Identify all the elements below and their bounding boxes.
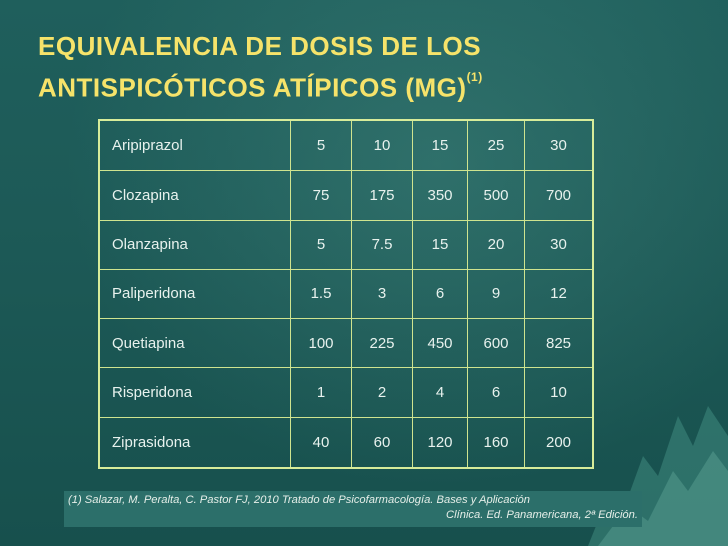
- dose-cell: 450: [412, 318, 468, 369]
- dose-cell: 15: [412, 120, 468, 172]
- dose-cell: 825: [524, 318, 593, 369]
- dose-cell: 60: [351, 417, 413, 468]
- dose-cell: 25: [467, 120, 525, 172]
- dose-cell: 225: [351, 318, 413, 369]
- dose-cell: 175: [351, 170, 413, 221]
- dose-cell: 200: [545, 433, 572, 451]
- dose-cell: 5: [290, 220, 352, 270]
- dose-cell: 10: [524, 367, 593, 418]
- dose-cell: 5: [290, 120, 352, 172]
- drug-name-cell: Olanzapina: [99, 220, 291, 270]
- dose-cell: 120: [412, 417, 468, 468]
- dose-cell: 3: [351, 269, 413, 320]
- table-row: Paliperidona 1.5 3 6 9 12: [99, 269, 593, 320]
- drug-name-cell: Clozapina: [99, 170, 291, 221]
- dose-cell: 600: [467, 318, 525, 369]
- drug-name-cell: Paliperidona: [99, 269, 291, 320]
- dose-cell: 700: [524, 170, 593, 221]
- dose-cell: 40: [290, 417, 352, 468]
- dose-cell: 100: [290, 318, 352, 369]
- table-row: Risperidona 1 2 4 6 10: [99, 367, 593, 418]
- table-row: Clozapina 75 175 350 500 700: [99, 170, 593, 221]
- drug-name-cell: Quetiapina: [99, 318, 291, 369]
- dose-cell: 350: [412, 170, 468, 221]
- dose-cell: 9: [467, 269, 525, 320]
- dose-cell: 4: [412, 367, 468, 418]
- drug-name-cell: Ziprasidona: [99, 417, 291, 468]
- dose-equivalence-table: Aripiprazol 5 10 15 25 30 Clozapina 75 175 350 500…: [98, 119, 594, 469]
- dose-cell: 15: [412, 220, 468, 270]
- footnote-line-1: (1) Salazar, M. Peralta, C. Pastor FJ, 2…: [68, 494, 531, 506]
- title-line-2: ANTISPICÓTICOS ATÍPICOS (MG): [38, 72, 467, 103]
- title-line-1: EQUIVALENCIA DE DOSIS DE LOS: [38, 31, 482, 61]
- dose-cell: 7.5: [351, 220, 413, 270]
- table-row: Quetiapina 100 225 450 600 825: [99, 318, 593, 369]
- dose-cell: 160: [467, 417, 525, 468]
- drug-name-cell: Aripiprazol: [99, 120, 291, 172]
- reference-footnote: (1) Salazar, M. Peralta, C. Pastor FJ, 2…: [64, 491, 642, 527]
- dose-cell: 1: [290, 367, 352, 418]
- slide-title: EQUIVALENCIA DE DOSIS DE LOS ANTISPICÓTI…: [38, 28, 678, 107]
- table-row: Ziprasidona 40 60 120 160 200: [99, 417, 593, 468]
- table-row: Olanzapina 5 7.5 15 20 30: [99, 220, 593, 270]
- drug-name-cell: Risperidona: [99, 367, 291, 418]
- title-superscript: (1): [466, 70, 483, 84]
- dose-cell: 6: [412, 269, 468, 320]
- dose-cell: 1.5: [290, 269, 352, 320]
- dose-cell: 30: [524, 220, 593, 270]
- table-row: Aripiprazol 5 10 15 25 30: [99, 120, 593, 172]
- dose-cell: 500: [467, 170, 525, 221]
- dose-cell: 6: [467, 367, 525, 418]
- dose-cell: 2: [351, 367, 413, 418]
- dose-cell: 20: [467, 220, 525, 270]
- dose-cell: 30: [524, 120, 593, 172]
- dose-cell: 10: [351, 120, 413, 172]
- dose-cell: 12: [524, 269, 593, 320]
- footnote-line-2: Clínica. Ed. Panamericana, 2ª Edición.: [446, 509, 638, 521]
- dose-cell: 75: [290, 170, 352, 221]
